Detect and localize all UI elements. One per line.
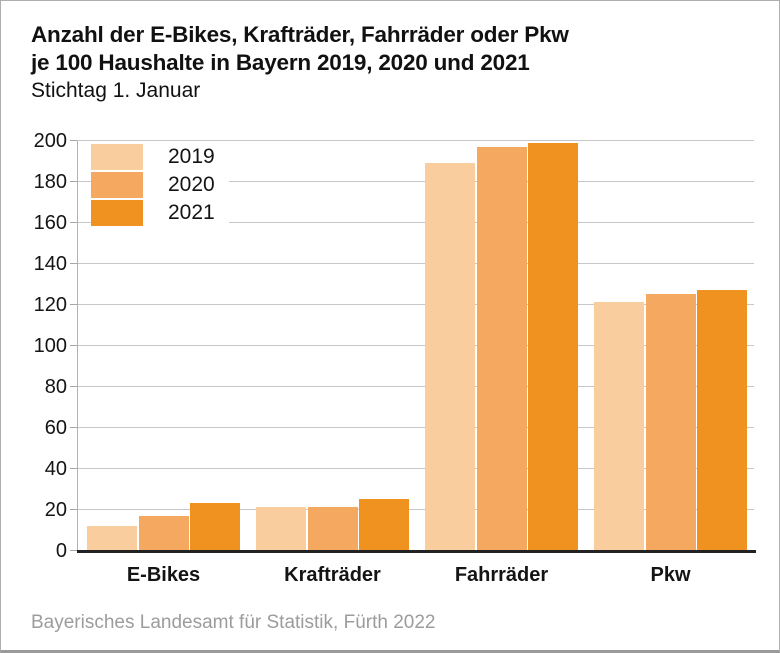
y-axis-tick-label: 20	[44, 498, 67, 521]
gridline	[77, 304, 754, 305]
bar-pkw-2021	[697, 290, 747, 551]
bar-fahrr-der-2020	[476, 146, 527, 551]
y-axis-line	[77, 140, 78, 551]
legend-label-2021: 2021	[168, 201, 215, 224]
legend-item-2020: 2020	[91, 172, 229, 198]
bar-e-bikes-2020	[138, 515, 189, 551]
y-axis-tick	[70, 181, 77, 182]
chart-title-line1: Anzahl der E-Bikes, Krafträder, Fahrräde…	[31, 22, 569, 47]
bar-e-bikes-2019	[87, 525, 137, 551]
y-axis-tick	[70, 140, 77, 141]
chart-subtitle: Stichtag 1. Januar	[31, 79, 201, 102]
legend-swatch-2020	[91, 172, 143, 198]
y-axis-tick-label: 60	[44, 416, 67, 439]
y-axis-tick-label: 100	[33, 334, 67, 357]
bar-pkw-2019	[594, 302, 644, 551]
bar-e-bikes-2021	[190, 503, 240, 551]
y-axis-tick	[70, 550, 77, 551]
chart-title-line2: je 100 Haushalte in Bayern 2019, 2020 un…	[31, 50, 530, 75]
y-axis-tick-label: 0	[55, 539, 67, 562]
y-axis-tick-label: 120	[33, 293, 67, 316]
bar-kraftr-der-2019	[256, 507, 306, 551]
x-axis-category-label: E-Bikes	[126, 564, 201, 586]
bar-kraftr-der-2021	[359, 499, 409, 551]
gridline	[77, 140, 754, 141]
y-axis-tick	[70, 222, 77, 223]
y-axis-tick	[70, 468, 77, 469]
bar-fahrr-der-2021	[528, 142, 578, 551]
gridline	[77, 427, 754, 428]
legend-item-2021: 2021	[91, 200, 229, 226]
legend: 2019 2020 2021	[91, 144, 229, 228]
chart-title: Anzahl der E-Bikes, Krafträder, Fahrräde…	[31, 21, 569, 77]
x-axis-category-label: Krafträder	[284, 564, 381, 586]
y-axis-tick	[70, 386, 77, 387]
legend-swatch-2019	[91, 144, 143, 170]
y-axis-tick	[70, 304, 77, 305]
y-axis-tick-label: 200	[33, 129, 67, 152]
bar-fahrr-der-2019	[425, 163, 475, 551]
title-block: Anzahl der E-Bikes, Krafträder, Fahrräde…	[31, 21, 569, 104]
legend-label-2019: 2019	[168, 145, 215, 168]
gridline	[77, 222, 754, 223]
x-axis-category-label: Pkw	[650, 564, 691, 586]
y-axis-tick	[70, 345, 77, 346]
y-axis-tick	[70, 427, 77, 428]
gridline	[77, 386, 754, 387]
y-axis-tick-label: 80	[44, 375, 67, 398]
y-axis-tick	[70, 263, 77, 264]
bar-kraftr-der-2020	[307, 507, 358, 551]
y-axis-tick-label: 180	[33, 170, 67, 193]
gridline	[77, 181, 754, 182]
y-axis-tick-label: 140	[33, 252, 67, 275]
y-axis-tick-label: 160	[33, 211, 67, 234]
legend-label-2020: 2020	[168, 173, 215, 196]
source-credit: Bayerisches Landesamt für Statistik, Für…	[31, 612, 436, 633]
gridline	[77, 263, 754, 264]
y-axis-tick-label: 40	[44, 457, 67, 480]
bar-pkw-2020	[645, 294, 696, 551]
gridline	[77, 509, 754, 510]
y-axis-tick	[70, 509, 77, 510]
gridline	[77, 345, 754, 346]
legend-swatch-2021	[91, 200, 143, 226]
x-axis-category-label: Fahrräder	[454, 564, 549, 586]
gridline	[77, 468, 754, 469]
x-axis-line	[77, 549, 756, 553]
legend-item-2019: 2019	[91, 144, 229, 170]
